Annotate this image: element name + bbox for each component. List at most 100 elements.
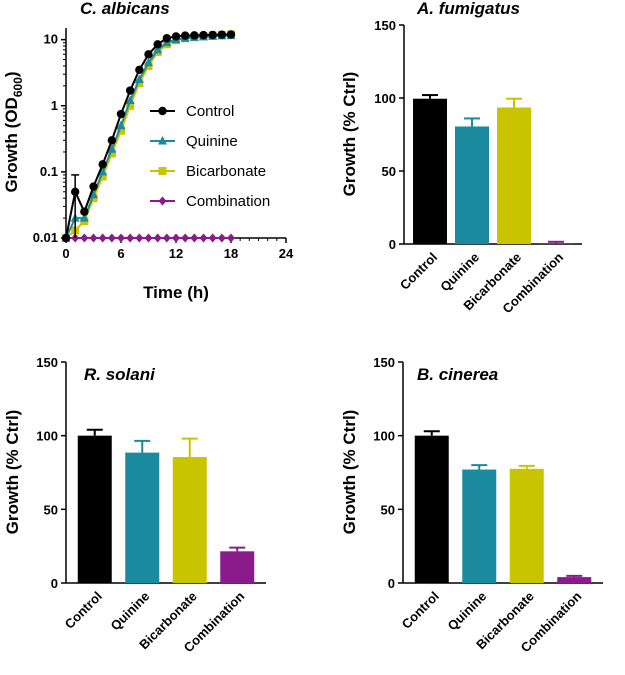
control-point	[70, 187, 80, 196]
combination-point	[80, 233, 89, 243]
control-point	[153, 40, 162, 49]
b-cinerea-bars	[414, 430, 592, 583]
bicarbonate-point	[98, 172, 107, 181]
combination-point	[199, 233, 208, 243]
r-solani-title: R. solani	[84, 365, 156, 384]
r-solani-y-axis-label: Growth (% Ctrl)	[3, 410, 22, 535]
quinine-point	[116, 120, 126, 130]
control-point	[98, 160, 107, 169]
y-tick-label: 50	[382, 164, 396, 179]
quinine-bar	[462, 469, 497, 583]
quinine-point	[79, 213, 89, 222]
y-tick-label: 100	[373, 429, 395, 444]
combination-point	[144, 233, 153, 243]
c-albicans-title: C. albicans	[80, 0, 170, 18]
control-point	[116, 109, 126, 119]
y-tick-label: 0	[51, 576, 58, 591]
control-point	[217, 30, 227, 39]
control-point	[61, 233, 71, 243]
control-point	[180, 31, 190, 40]
y-tick-label: 0.1	[40, 164, 58, 179]
y-tick-label: 0.01	[33, 230, 58, 245]
legend-bicarbonate-label: Bicarbonate	[186, 163, 266, 180]
x-tick-label-control: Control	[397, 250, 440, 293]
bicarbonate-bar	[509, 468, 544, 583]
combination-point	[181, 233, 190, 243]
control-point	[190, 31, 199, 40]
control-point	[135, 65, 144, 74]
y-tick-label: 50	[381, 502, 395, 517]
quinine-point	[153, 44, 163, 54]
combination-point	[107, 233, 116, 243]
control-point	[125, 86, 135, 95]
combination-point	[135, 233, 144, 243]
bicarbonate-bar	[172, 457, 207, 583]
combination-bar	[539, 243, 573, 244]
combination-point	[126, 233, 135, 243]
combination-point	[217, 233, 226, 243]
quinine-point	[107, 144, 117, 153]
c-albicans-legend: Control Quinine Bicarbonate Combination	[150, 103, 270, 210]
bicarbonate-bar	[497, 107, 531, 245]
quinine-point	[89, 189, 98, 199]
series-combination	[62, 233, 235, 243]
quinine-point	[98, 166, 108, 176]
bicarbonate-point	[107, 149, 116, 158]
control-point	[208, 30, 217, 40]
legend-control-label: Control	[186, 103, 234, 120]
y-tick-label: 150	[373, 355, 395, 370]
combination-bar	[557, 577, 592, 583]
y-tick-label: 10	[44, 32, 58, 47]
combination-point	[117, 233, 125, 243]
a-fumigatus-bars	[413, 94, 573, 245]
combination-point	[172, 233, 180, 243]
combination-bar	[220, 551, 255, 583]
x-tick-label: 12	[169, 246, 183, 261]
quinine-point	[144, 57, 153, 67]
legend-combination-label: Combination	[186, 193, 270, 210]
c-albicans-y-axis-label: Growth (OD600)	[2, 71, 25, 192]
control-point	[199, 30, 208, 40]
combination-point	[208, 233, 217, 243]
panel-a-fumigatus: A. fumigatus Growth (% Ctrl) 0 50 100 150 Co…	[340, 0, 582, 316]
bicarbonate-point	[126, 101, 135, 110]
b-cinerea-y-axis-label: Growth (% Ctrl)	[340, 410, 359, 535]
x-tick-label-control: Control	[399, 589, 442, 632]
y-tick-label: 100	[36, 429, 58, 444]
y-tick-label: 100	[374, 91, 396, 106]
quinine-bar	[455, 126, 489, 244]
x-tick-label: 6	[117, 246, 124, 261]
control-bar	[77, 435, 112, 583]
quinine-bar	[125, 452, 160, 583]
legend-quinine-label: Quinine	[186, 133, 238, 150]
control-bar	[413, 98, 447, 244]
x-tick-label: 18	[224, 246, 238, 261]
combination-point	[190, 233, 199, 243]
control-point	[107, 136, 117, 145]
y-tick-label: 0	[388, 576, 395, 591]
a-fumigatus-y-axis-label: Growth (% Ctrl)	[340, 72, 359, 197]
x-tick-label-quinine: Quinine	[108, 589, 153, 634]
control-point	[80, 207, 89, 216]
control-point	[89, 182, 98, 191]
quinine-point	[134, 74, 144, 83]
series-control	[61, 30, 236, 243]
x-tick-label: 0	[62, 246, 69, 261]
control-bar	[414, 435, 449, 583]
c-albicans-x-axis-label: Time (h)	[143, 283, 209, 302]
combination-point	[162, 233, 171, 243]
r-solani-bars	[77, 428, 255, 583]
x-tick-label-control: Control	[62, 589, 105, 632]
legend-control-marker	[158, 106, 167, 116]
panel-r-solani: R. solani Growth (% Ctrl) 0 50 100 150 Contr…	[3, 355, 266, 655]
control-point	[226, 30, 236, 39]
bicarbonate-point	[117, 126, 125, 135]
bicarbonate-point	[135, 79, 144, 88]
x-tick-label: 24	[279, 246, 294, 261]
control-point	[171, 32, 181, 41]
combination-point	[227, 233, 235, 243]
legend-combination-marker	[158, 196, 167, 206]
legend-bicarbonate-marker	[158, 167, 167, 175]
a-fumigatus-title: A. fumigatus	[416, 0, 520, 18]
